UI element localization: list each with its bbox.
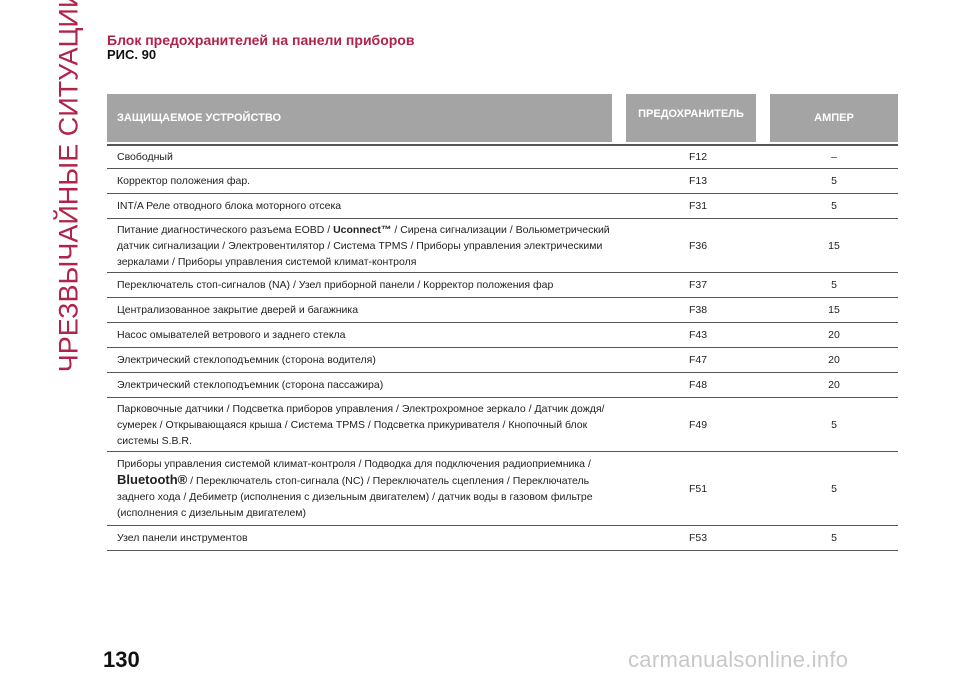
amp-cell: 15 [828,239,840,252]
device-cell: Узел панели инструментов [117,532,248,544]
table-row: Электрический стеклоподъемник (сторона в… [107,348,898,373]
brand-uconnect: Uconnect™ [333,223,392,236]
device-cell: Приборы управления системой климат-контр… [107,452,626,525]
amp-cell: 20 [828,354,840,366]
device-cell: Питание диагностического разъема EOBD / … [107,219,626,272]
fuse-cell: F51 [688,482,708,495]
fuse-cell: F38 [688,304,708,316]
fuse-cell: F53 [688,532,708,544]
table-row: Электрический стеклоподъемник (сторона п… [107,373,898,398]
amp-cell: 20 [828,329,840,341]
fuse-cell: F43 [688,329,708,341]
fuse-cell: F31 [688,200,708,212]
device-cell: Электрический стеклоподъемник (сторона п… [117,379,384,391]
amp-cell: 5 [831,532,837,544]
amp-cell: 15 [828,304,840,316]
device-cell: Насос омывателей ветрового и заднего сте… [117,329,346,341]
table-row: Свободный F12 – [107,146,898,169]
amp-cell: – [831,151,837,163]
table-row: INT/A Реле отводного блока моторного отс… [107,194,898,219]
header-device: ЗАЩИЩАЕМОЕ УСТРОЙСТВО [107,94,612,142]
fuse-cell: F48 [688,379,708,391]
device-text: Приборы управления системой климат-контр… [117,458,593,519]
device-cell: Электрический стеклоподъемник (сторона в… [117,354,376,366]
table-row: Питание диагностического разъема EOBD / … [107,219,898,273]
fuse-table: ЗАЩИЩАЕМОЕ УСТРОЙСТВО ПРЕДОХРАНИТЕЛЬ АМП… [107,94,898,551]
table-header: ЗАЩИЩАЕМОЕ УСТРОЙСТВО ПРЕДОХРАНИТЕЛЬ АМП… [107,94,898,142]
device-cell: Централизованное закрытие дверей и багаж… [117,304,359,316]
fuse-cell: F36 [688,239,708,252]
watermark: carmanualsonline.info [628,647,849,672]
fuse-cell: F47 [688,354,708,366]
page-number: 130 [103,647,140,672]
header-divider [107,144,898,146]
amp-cell: 5 [831,175,837,187]
table-row: Парковочные датчики / Подсветка приборов… [107,398,898,452]
device-cell: Свободный [117,151,173,163]
fuse-cell: F49 [688,418,708,431]
header-amp: АМПЕР [770,94,898,142]
amp-cell: 5 [831,418,837,431]
device-cell: Переключатель стоп-сигналов (NA) / Узел … [117,279,554,291]
brand-bluetooth: Bluetooth® [117,472,188,487]
section-heading: Блок предохранителей на панели приборов [107,32,415,48]
amp-cell: 5 [831,482,837,495]
device-cell: INT/A Реле отводного блока моторного отс… [117,200,342,212]
fuse-cell: F13 [688,175,708,187]
table-row: Узел панели инструментов F53 5 [107,526,898,551]
amp-cell: 5 [831,200,837,212]
amp-cell: 20 [828,379,840,391]
table-row: Приборы управления системой климат-контр… [107,452,898,526]
fuse-cell: F12 [688,151,708,163]
fuse-cell: F37 [688,279,708,291]
table-row: Корректор положения фар. F13 5 [107,169,898,194]
table-row: Переключатель стоп-сигналов (NA) / Узел … [107,273,898,298]
table-row: Насос омывателей ветрового и заднего сте… [107,323,898,348]
header-fuse: ПРЕДОХРАНИТЕЛЬ [626,94,756,142]
amp-cell: 5 [831,279,837,291]
figure-reference: РИС. 90 [107,47,157,62]
table-row: Централизованное закрытие дверей и багаж… [107,298,898,323]
device-cell: Парковочные датчики / Подсветка приборов… [117,402,605,447]
chapter-side-title: ЧРЕЗВЫЧАЙНЫЕ СИТУАЦИИ [52,0,86,372]
device-cell: Корректор положения фар. [117,175,251,187]
chapter-side-title-text: ЧРЕЗВЫЧАЙНЫЕ СИТУАЦИИ [53,0,84,372]
device-text: Питание диагностического разъема EOBD / … [117,223,610,268]
